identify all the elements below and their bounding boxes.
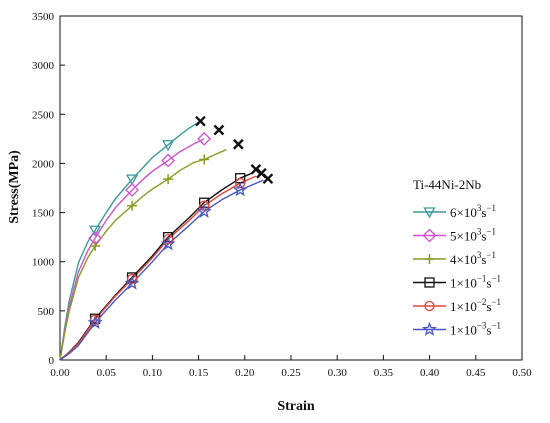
x-tick-label: 0.35 (374, 367, 394, 379)
x-tick-label: 0.30 (328, 367, 348, 379)
x-tick-label: 0.10 (143, 367, 163, 379)
legend-entry-2: 5×103s−1 (450, 227, 496, 244)
x-tick-label: 0.40 (420, 367, 440, 379)
legend-label-part: −1 (491, 321, 501, 331)
series-5-marker (198, 200, 210, 211)
legend-marker-6 (422, 321, 437, 336)
series-2-marker (125, 183, 139, 197)
series-3-marker (163, 174, 174, 185)
y-axis-title: Stress(MPa) (7, 150, 22, 224)
legend-label-part: −1 (491, 274, 501, 284)
legend-label-part: −3 (477, 321, 487, 331)
series-5-marker (235, 177, 246, 189)
x-tick-label: 0.20 (235, 367, 255, 379)
series-1-marker (89, 225, 102, 237)
series-2-marker (197, 131, 212, 146)
series-1-marker (125, 174, 139, 186)
legend-label-part: s (486, 299, 491, 314)
legend-label-part: −1 (486, 250, 496, 260)
x-axis-title: Strain (277, 399, 315, 414)
legend-label-part: 4×10 (450, 252, 477, 267)
legend-label-part: s (486, 276, 491, 291)
series-line-1 (59, 120, 201, 361)
legend-label-part: 1×10 (450, 323, 477, 338)
series-3-marker (127, 200, 138, 211)
y-tick-label: 500 (38, 306, 55, 318)
legend-label-part: s (481, 252, 486, 267)
legend-label-part: 1×10 (450, 276, 477, 291)
series-5-marker (126, 273, 138, 285)
legend-label-part: 3 (477, 203, 482, 213)
y-tick-label: 1500 (32, 208, 55, 220)
series-6-marker (87, 314, 103, 330)
legend-entry-1: 6×103s−1 (450, 203, 496, 220)
legend-marker-5 (424, 300, 435, 312)
series-6-marker (232, 182, 248, 197)
legend-label-part: s (481, 229, 486, 244)
legend-marker-4 (424, 277, 435, 288)
series-6-marker (124, 275, 140, 290)
fracture-point-2 (213, 124, 225, 136)
y-tick-label: 3500 (32, 11, 55, 23)
fracture-point-3 (232, 138, 244, 150)
legend-label-part: 5×10 (450, 229, 477, 244)
legend-marker-1 (423, 207, 436, 219)
x-tick-label: 0.15 (189, 367, 209, 379)
series-line-2 (59, 138, 205, 361)
series-line-5 (59, 175, 257, 361)
x-tick-label: 0.25 (281, 367, 301, 379)
legend-entry-5: 1×10−2s−1 (450, 297, 501, 314)
legend-marker-2 (422, 228, 437, 243)
series-2-marker (161, 153, 176, 168)
series-6-marker (160, 236, 176, 251)
x-tick-label: 0.45 (466, 367, 486, 379)
legend-marker-3 (424, 254, 435, 264)
series-5-marker (162, 233, 174, 245)
legend-entry-3: 4×103s−1 (450, 250, 496, 267)
legend-label-part: s (486, 323, 491, 338)
series-1-marker (162, 140, 175, 152)
series-3-marker (90, 240, 101, 251)
legend-label-part: 3 (477, 227, 482, 237)
legend-entry-6: 1×10−3s−1 (450, 321, 501, 338)
legend-label-part: 1×10 (450, 299, 477, 314)
y-tick-label: 2500 (32, 109, 55, 121)
x-tick-label: 0.00 (50, 367, 70, 379)
x-tick-label: 0.50 (512, 367, 532, 379)
legend-entry-4: 1×10−1s−1 (450, 274, 501, 291)
fracture-point-6 (262, 173, 274, 185)
legend-label-part: −1 (491, 297, 501, 307)
legend-label-part: s (481, 205, 486, 220)
legend-label-part: −2 (477, 297, 487, 307)
y-tick-label: 0 (49, 355, 55, 367)
legend-title: Ti-44Ni-2Nb (413, 177, 481, 192)
legend-label-part: 6×10 (450, 205, 477, 220)
x-tick-label: 0.05 (97, 367, 117, 379)
legend-label-part: −1 (477, 274, 487, 284)
series-line-6 (59, 179, 264, 361)
series-line-3 (59, 149, 227, 361)
legend-label-part: −1 (486, 203, 496, 213)
fracture-point-1 (195, 115, 206, 127)
legend-label-part: 3 (477, 250, 482, 260)
y-tick-label: 2000 (32, 158, 55, 170)
series-6-marker (196, 203, 212, 218)
y-tick-label: 1000 (32, 257, 55, 269)
legend-label-part: −1 (486, 227, 496, 237)
y-tick-label: 3000 (32, 60, 55, 72)
series-3-marker (199, 154, 210, 165)
